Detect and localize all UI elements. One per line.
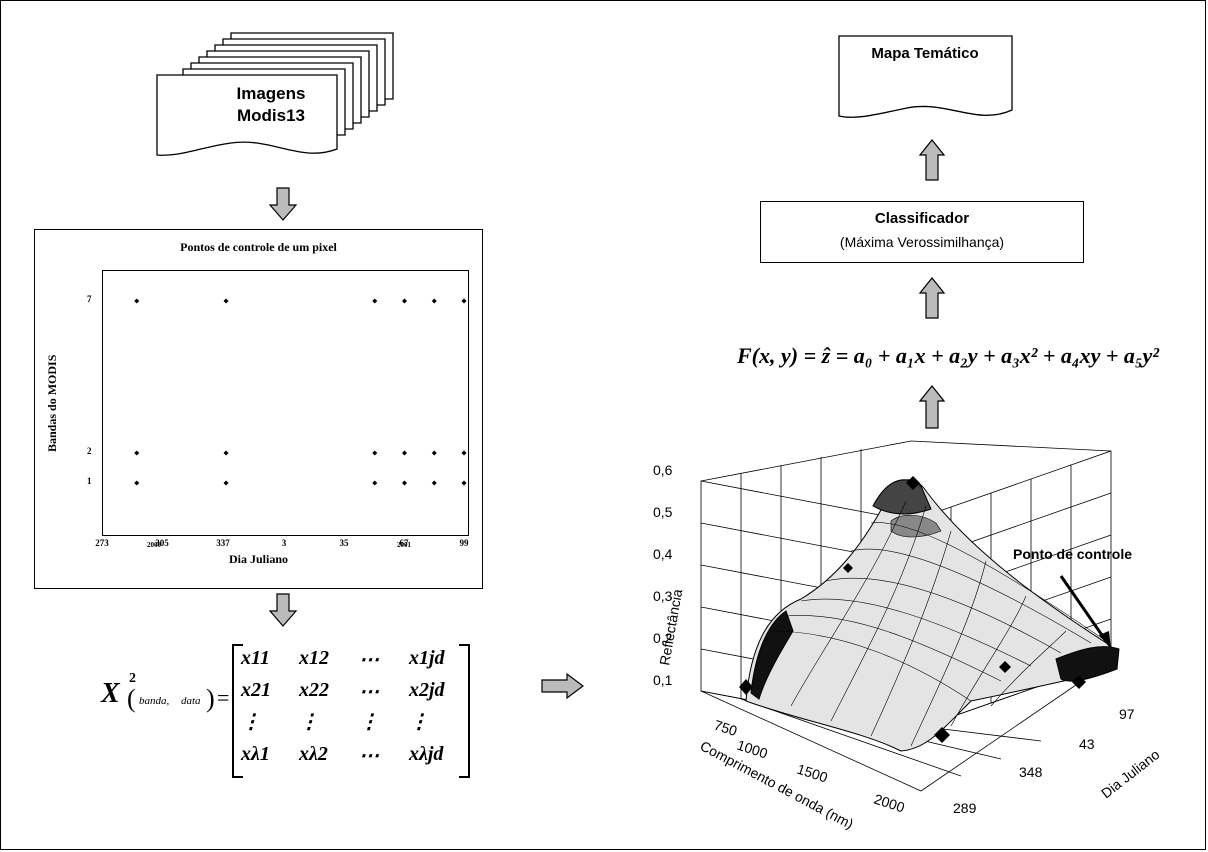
scatter-point bbox=[431, 480, 437, 486]
surface-annotation: Ponto de controle bbox=[1013, 546, 1132, 562]
control-points-chart: Pontos de controle de um pixel Bandas do… bbox=[34, 229, 483, 589]
lhs-close-paren: ) bbox=[206, 684, 215, 713]
image-stack-label: Imagens Modis13 bbox=[176, 83, 366, 127]
ytick-2: 2 bbox=[87, 446, 92, 456]
annotation-arrow-icon bbox=[1059, 575, 1108, 642]
year-2000: 2000 bbox=[147, 541, 161, 549]
xtick-305: 305 bbox=[155, 538, 169, 548]
annotation-arrowhead-icon bbox=[1099, 631, 1111, 649]
matrix-lhs-var: X bbox=[101, 678, 120, 709]
matrix-body: x11 x12 ⋯ x1jd x21 x22 ⋯ x2jd ⋮ ⋮ ⋮ ⋮ xλ1 xλ2 ⋯ xλjd bbox=[241, 647, 471, 777]
matrix-cell: xλ1 bbox=[241, 743, 270, 765]
scatter-plot bbox=[134, 298, 467, 486]
up-arrow-icon bbox=[919, 139, 945, 181]
scatter-point bbox=[461, 450, 467, 456]
scatter-point bbox=[134, 480, 140, 486]
scatter-point bbox=[223, 450, 229, 456]
right-arrow-icon bbox=[541, 673, 584, 699]
ytick-348: 348 bbox=[1019, 764, 1043, 780]
matrix-cell: ⋮ bbox=[409, 711, 429, 733]
ytick-97: 97 bbox=[1119, 706, 1135, 722]
ytick-1: 1 bbox=[87, 476, 92, 486]
down-arrow-icon bbox=[269, 593, 297, 627]
xtick-273: 273 bbox=[95, 538, 109, 548]
xtick-99: 99 bbox=[459, 538, 469, 548]
matrix-cell: ⋯ bbox=[359, 649, 379, 671]
surface-formula: F(x, y) = ẑ = a₀ + a₁x + a₂y + a₃x² + a₄… bbox=[737, 343, 1159, 368]
matrix-lhs-sub2: data bbox=[181, 695, 201, 707]
scatter-point bbox=[134, 450, 140, 456]
matrix-cell: ⋯ bbox=[359, 681, 379, 703]
xtick-337: 337 bbox=[216, 538, 230, 548]
ztick-05: 0,5 bbox=[653, 504, 673, 520]
matrix-cell: xλjd bbox=[409, 743, 444, 765]
xtick-2000: 2000 bbox=[872, 791, 907, 816]
scatter-point bbox=[402, 298, 407, 304]
matrix-cell: x1jd bbox=[409, 647, 445, 669]
ztick-04: 0,4 bbox=[653, 546, 673, 562]
xtick-67: 67 bbox=[399, 538, 409, 548]
thematic-map-doc bbox=[838, 35, 1013, 118]
chart-title: Pontos de controle de um pixel bbox=[180, 240, 337, 254]
matrix-cell: x11 bbox=[241, 647, 270, 669]
year-2001: 2001 bbox=[397, 541, 411, 549]
ytick-289: 289 bbox=[953, 800, 977, 816]
classifier-box: Classificador (Máxima Verossimilhança) bbox=[760, 201, 1084, 263]
scatter-point bbox=[402, 480, 407, 486]
ztick-01: 0,1 bbox=[653, 672, 673, 688]
classifier-title: Classificador bbox=[874, 210, 970, 227]
surface-mesh bbox=[745, 479, 1120, 752]
scatter-point bbox=[372, 480, 378, 486]
down-arrow-icon bbox=[269, 187, 297, 221]
matrix-cell: x22 bbox=[299, 679, 329, 701]
scatter-point bbox=[461, 298, 467, 304]
plot-area bbox=[102, 270, 469, 536]
xtick-3: 3 bbox=[281, 538, 287, 548]
matrix-cell: ⋯ bbox=[359, 745, 379, 767]
chart-ylabel: Bandas do MODIS bbox=[45, 354, 59, 452]
matrix-cell: xλ2 bbox=[299, 743, 328, 765]
ytick-7: 7 bbox=[87, 294, 92, 304]
matrix-lhs-sub1: banda, bbox=[139, 695, 170, 707]
scatter-point bbox=[134, 298, 140, 304]
ztick-02: 0,2 bbox=[653, 630, 673, 646]
scatter-point bbox=[431, 298, 437, 304]
matrix-cell: ⋮ bbox=[299, 711, 319, 733]
scatter-point bbox=[223, 480, 229, 486]
equals-sign: = bbox=[217, 685, 230, 710]
up-arrow-icon bbox=[919, 385, 945, 429]
up-arrow-icon bbox=[919, 277, 945, 319]
matrix-brackets bbox=[232, 644, 470, 778]
xtick-1500: 1500 bbox=[795, 761, 830, 786]
lhs-open-paren: ( bbox=[127, 684, 136, 713]
surface-plot: 0,6 0,5 0,4 0,3 0,2 0,1 Reflectância 750… bbox=[653, 440, 1163, 832]
classifier-subtitle: (Máxima Verossimilhança) bbox=[839, 234, 1005, 250]
ztick-06: 0,6 bbox=[653, 462, 673, 478]
matrix-cell: ⋮ bbox=[241, 711, 261, 733]
ztick-03: 0,3 bbox=[653, 588, 673, 604]
xtick-35: 35 bbox=[339, 538, 349, 548]
image-label-line2: Modis13 bbox=[236, 106, 306, 125]
scatter-point bbox=[372, 450, 378, 456]
thematic-map-label: Mapa Temático bbox=[871, 45, 979, 62]
scatter-point bbox=[461, 480, 467, 486]
ytick-43: 43 bbox=[1079, 736, 1095, 752]
surface-xlabel: Comprimento de onda (nm) bbox=[698, 738, 857, 832]
matrix-cell: x12 bbox=[299, 647, 329, 669]
chart-xlabel: Dia Juliano bbox=[228, 552, 288, 566]
scatter-point bbox=[223, 298, 229, 304]
scatter-point bbox=[431, 450, 437, 456]
matrix-lhs-sup: 2 bbox=[129, 671, 136, 686]
image-label-line1: Imagens bbox=[236, 84, 306, 103]
matrix-cell: x21 bbox=[241, 679, 271, 701]
scatter-point bbox=[372, 298, 378, 304]
matrix-cell: ⋮ bbox=[359, 711, 379, 733]
surface-control-points bbox=[739, 476, 1086, 743]
scatter-point bbox=[402, 450, 407, 456]
image-stack-shapes bbox=[156, 32, 394, 156]
xtick-750: 750 bbox=[712, 717, 739, 740]
matrix-cell: x2jd bbox=[409, 679, 445, 701]
surface-ylabel: Dia Juliano bbox=[1098, 746, 1163, 801]
